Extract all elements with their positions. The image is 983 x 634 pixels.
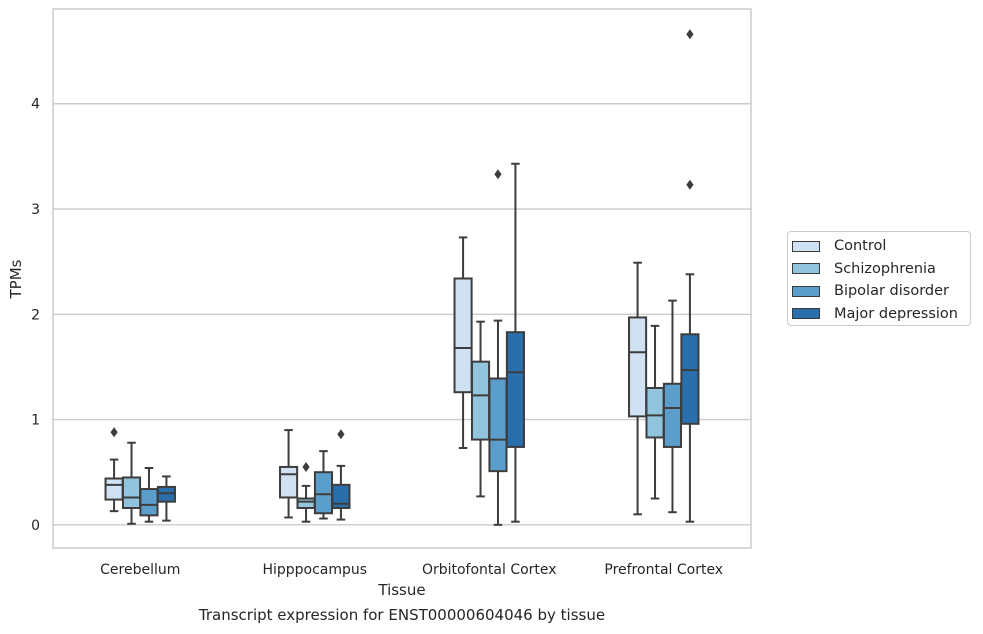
plot-area-frame — [52, 8, 752, 549]
x-tick-label: Orbitofontal Cortex — [422, 562, 557, 578]
box-iqr — [104, 477, 124, 501]
x-axis-label: Tissue — [377, 581, 425, 599]
box-iqr — [296, 497, 316, 509]
box-bipolar-disorder-cerebellum — [139, 466, 159, 523]
box-iqr — [279, 465, 299, 499]
legend-item-bipolar-disorder: Bipolar disorder — [792, 280, 970, 303]
legend-label: Bipolar disorder — [834, 283, 949, 300]
legend-swatch-schizophrenia — [792, 263, 820, 275]
outlier-point — [302, 461, 310, 472]
outlier-point — [337, 429, 345, 440]
outlier-point — [110, 427, 118, 438]
box-iqr — [139, 488, 159, 517]
box-control-orbitofontal-cortex — [453, 236, 473, 449]
box-major-depression-orbitofontal-cortex — [505, 162, 525, 523]
box-iqr — [505, 331, 525, 448]
box-bipolar-disorder-hipppocampus — [313, 450, 334, 520]
series-major-depression — [156, 29, 700, 523]
x-tick-label: Cerebellum — [100, 562, 180, 578]
series-schizophrenia — [121, 320, 665, 525]
box-major-depression-hipppocampus — [331, 429, 351, 521]
box-iqr — [680, 333, 700, 425]
box-schizophrenia-hipppocampus — [296, 461, 316, 523]
legend-swatch-bipolar-disorder — [792, 285, 820, 297]
legend-label: Schizophrenia — [834, 260, 936, 277]
chart-caption: Transcript expression for ENST0000060404… — [198, 606, 606, 624]
x-tick-label: Hipppocampus — [262, 562, 367, 578]
y-tick-labels: 0 1 2 3 4 — [31, 97, 40, 534]
outlier-point — [494, 169, 502, 180]
legend-item-major-depression: Major depression — [792, 303, 970, 326]
box-iqr — [628, 316, 648, 418]
y-tick-label: 4 — [31, 97, 40, 113]
box-series — [104, 29, 700, 526]
outlier-point — [686, 29, 694, 40]
legend-item-schizophrenia: Schizophrenia — [792, 258, 970, 281]
box-iqr — [156, 485, 176, 503]
box-iqr — [662, 382, 683, 448]
box-major-depression-prefrontal-cortex — [680, 29, 700, 523]
box-schizophrenia-cerebellum — [121, 441, 142, 525]
x-tick-labels: Cerebellum Hipppocampus Orbitofontal Corte… — [100, 562, 723, 578]
box-control-cerebellum — [104, 427, 124, 513]
box-schizophrenia-orbitofontal-cortex — [470, 320, 491, 498]
grid-lines — [53, 103, 751, 526]
box-control-hipppocampus — [279, 429, 299, 519]
series-control — [104, 236, 648, 519]
box-control-prefrontal-cortex — [628, 261, 648, 516]
box-iqr — [121, 476, 142, 509]
box-iqr — [313, 471, 334, 515]
box-schizophrenia-prefrontal-cortex — [645, 324, 665, 500]
box-bipolar-disorder-prefrontal-cortex — [662, 299, 683, 514]
box-iqr — [470, 360, 491, 441]
box-iqr — [453, 277, 473, 394]
legend-item-control: Control — [792, 235, 970, 258]
y-tick-label: 3 — [31, 202, 40, 218]
legend-swatch-major-depression — [792, 308, 820, 320]
box-bipolar-disorder-orbitofontal-cortex — [488, 169, 508, 526]
legend-label: Major depression — [834, 305, 958, 322]
box-iqr — [488, 377, 508, 473]
legend: Control Schizophrenia Bipolar disorder M… — [787, 231, 971, 326]
legend-label: Control — [834, 238, 887, 255]
y-tick-label: 0 — [31, 518, 40, 534]
box-iqr — [331, 483, 351, 509]
legend-swatch-control — [792, 240, 820, 252]
series-bipolar-disorder — [139, 169, 683, 526]
x-tick-label: Prefrontal Cortex — [604, 562, 723, 578]
box-major-depression-cerebellum — [156, 475, 176, 522]
y-tick-label: 2 — [31, 307, 40, 323]
y-axis-label: TPMs — [7, 259, 25, 299]
box-iqr — [645, 386, 665, 439]
y-tick-label: 1 — [31, 413, 40, 429]
outlier-point — [686, 179, 694, 190]
